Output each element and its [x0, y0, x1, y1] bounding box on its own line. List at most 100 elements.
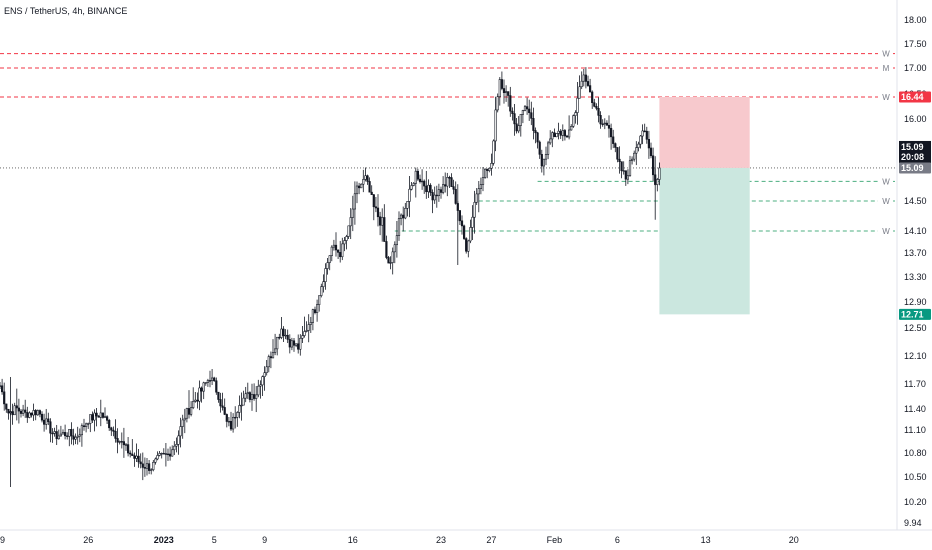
candle-body — [292, 340, 296, 346]
price-tick: 11.40 — [904, 404, 926, 414]
candle-body — [471, 216, 474, 228]
level-tag: W — [882, 197, 890, 206]
candle — [509, 86, 512, 117]
candle-body — [284, 334, 287, 337]
target-badge-bg — [899, 308, 931, 320]
candle-body — [515, 123, 518, 132]
candle-body — [280, 328, 283, 338]
stop-badge-bg — [899, 91, 931, 103]
candle-body — [28, 412, 31, 418]
candle — [257, 379, 260, 398]
candle — [347, 225, 350, 239]
candle-body — [378, 216, 382, 226]
candle-body — [114, 430, 117, 439]
candle — [645, 126, 648, 144]
candle — [13, 402, 16, 416]
candle-body — [150, 469, 153, 471]
time-tick: 9 — [262, 535, 267, 545]
candle-body — [158, 453, 161, 456]
candle-body — [15, 405, 18, 409]
candle-body — [156, 455, 159, 460]
candle — [175, 437, 178, 453]
candle — [368, 177, 371, 193]
candle — [106, 415, 109, 425]
candle — [628, 155, 632, 177]
candle-body — [427, 184, 430, 193]
candle — [591, 90, 594, 109]
candle — [55, 424, 58, 446]
candle-body — [101, 412, 104, 418]
candle-body — [330, 246, 333, 256]
candle-body — [204, 382, 207, 384]
candle — [194, 392, 197, 403]
candle — [198, 380, 201, 411]
candle-body — [13, 405, 16, 416]
candle — [599, 111, 602, 129]
candle — [441, 176, 445, 195]
candle-body — [103, 416, 107, 418]
candle-body — [242, 397, 245, 406]
candle — [223, 398, 226, 416]
candle-body — [420, 180, 424, 183]
candle — [141, 452, 144, 481]
candle — [3, 382, 6, 411]
candle-body — [557, 130, 560, 134]
level-tag: W — [882, 50, 890, 59]
candle — [284, 329, 287, 340]
candle-body — [64, 432, 67, 437]
candle — [288, 334, 291, 354]
candle — [221, 392, 224, 411]
candle — [431, 189, 434, 214]
candle — [607, 115, 611, 138]
candle — [30, 412, 33, 418]
candle-body — [315, 304, 319, 313]
current-price-text: 15.09 — [901, 142, 924, 152]
candle — [612, 129, 615, 149]
chart-title: ENS / TetherUS, 4h, BINANCE — [4, 6, 128, 16]
candle-body — [19, 410, 23, 414]
candle-body — [341, 243, 344, 258]
candle-body — [385, 241, 388, 258]
candle-body — [504, 91, 508, 94]
candle — [538, 140, 541, 159]
candle-body — [507, 91, 510, 96]
candle — [259, 380, 262, 399]
candle — [253, 383, 256, 401]
candle — [154, 457, 157, 465]
candle — [97, 415, 100, 418]
candle — [217, 391, 220, 403]
candle-body — [313, 309, 317, 313]
candle — [66, 432, 69, 440]
candle — [171, 445, 174, 457]
candle-body — [469, 227, 472, 242]
candle — [420, 169, 424, 190]
candle-body — [618, 158, 621, 162]
candle-body — [509, 95, 512, 112]
candle — [334, 232, 338, 257]
candle-body — [271, 352, 275, 359]
candle — [616, 147, 619, 163]
candle-body — [572, 115, 575, 127]
candle — [633, 150, 636, 162]
candle — [519, 113, 522, 137]
candle-body — [441, 184, 445, 193]
candle — [381, 208, 384, 242]
candle-body — [475, 193, 478, 203]
candle-body — [181, 419, 184, 427]
candle-body — [597, 107, 600, 116]
candle — [11, 403, 14, 425]
candle — [290, 337, 294, 351]
candle — [93, 409, 96, 432]
candle — [387, 256, 390, 264]
candle-body — [599, 115, 602, 125]
candle — [418, 174, 422, 184]
candle — [162, 448, 165, 455]
candle — [374, 197, 378, 213]
candle — [89, 414, 92, 433]
candle-body — [357, 185, 361, 189]
candle — [47, 412, 50, 426]
time-tick: 27 — [486, 535, 496, 545]
